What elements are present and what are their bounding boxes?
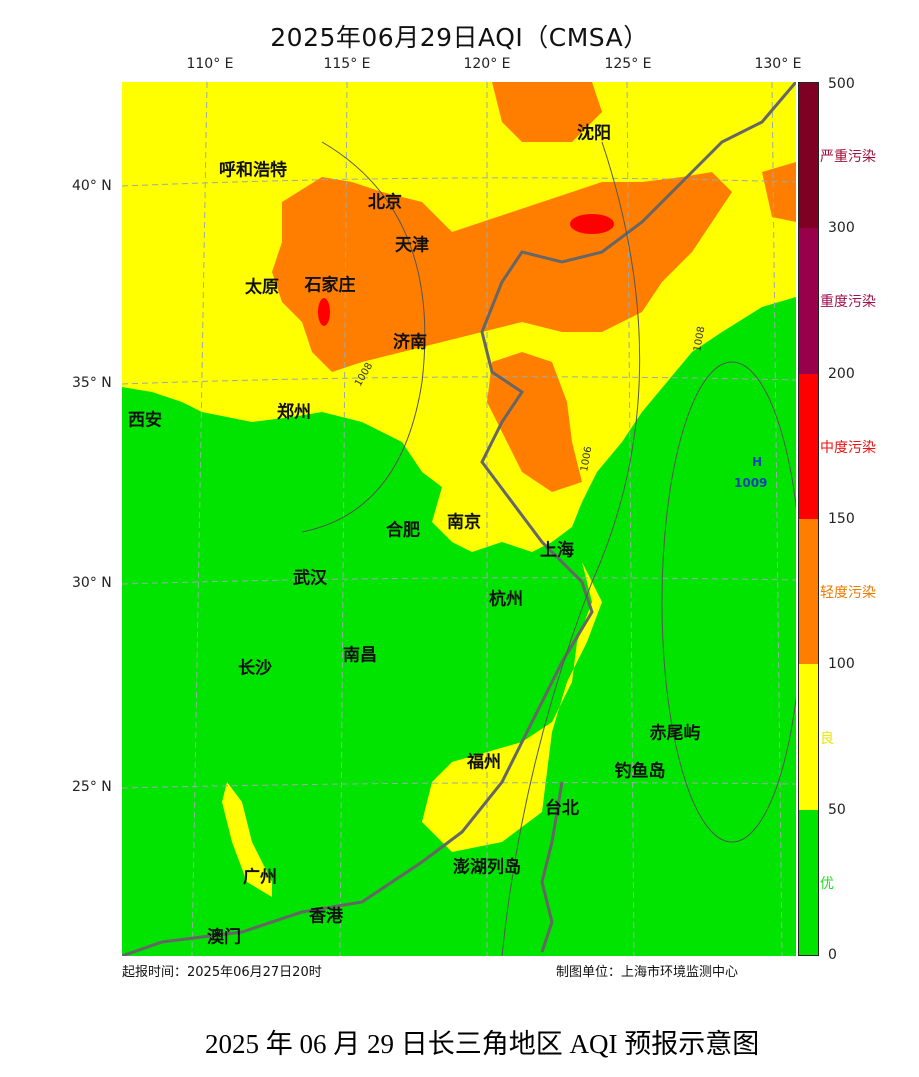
unhealthy-zone (318, 298, 330, 326)
city-label: 武汉 (293, 568, 327, 589)
city-label: 呼和浩特 (219, 160, 287, 181)
aqi-map: H 1009 1008 1006 1008 (122, 82, 796, 956)
colorbar-tick: 50 (828, 802, 846, 818)
isobar-label: 1008 (692, 326, 707, 353)
colorbar-tick: 150 (828, 511, 855, 527)
category-label: 优 (820, 876, 834, 892)
colorbar-tick: 200 (828, 366, 855, 382)
high-pressure-value: 1009 (734, 476, 767, 490)
coastline (122, 82, 796, 956)
city-label: 沈阳 (577, 123, 611, 144)
city-label: 香港 (309, 906, 343, 927)
city-label: 南京 (447, 512, 481, 533)
caption: 2025 年 06 月 29 日长三角地区 AQI 预报示意图 (205, 1029, 760, 1059)
city-label: 石家庄 (304, 275, 356, 296)
moderate-zone-coast (422, 562, 602, 852)
city-label: 北京 (368, 192, 402, 213)
city-label: 广州 (243, 867, 277, 888)
high-pressure-marker: H (752, 455, 762, 469)
lat-label: 40° N (72, 178, 112, 194)
colorbar-tick: 300 (828, 220, 855, 236)
city-label: 澳门 (207, 927, 241, 948)
lon-label: 125° E (604, 56, 652, 72)
producer: 制图单位：上海市环境监测中心 (556, 965, 739, 980)
category-label: 良 (820, 731, 834, 747)
colorbar (798, 82, 819, 956)
city-label: 天津 (395, 235, 429, 256)
category-label: 重度污染 (820, 294, 876, 310)
city-label: 澎湖列岛 (453, 857, 521, 878)
lat-label: 25° N (72, 779, 112, 795)
lat-label: 35° N (72, 375, 112, 391)
map-title: 2025年06月29日AQI（CMSA） (270, 23, 649, 52)
unhealthy-zone (570, 214, 614, 234)
lon-label: 130° E (754, 56, 802, 72)
isobars (301, 141, 796, 956)
graticule (122, 82, 796, 956)
city-label: 长沙 (238, 658, 272, 679)
city-label: 钓鱼岛 (614, 761, 666, 782)
city-label: 上海 (540, 540, 574, 561)
lon-label: 115° E (323, 56, 371, 72)
city-label: 赤尾屿 (649, 723, 701, 744)
moderate-zone-south (222, 782, 272, 897)
city-label: 福州 (467, 752, 501, 773)
unhealthy-sensitive-zone-ne (762, 162, 796, 222)
city-label: 台北 (545, 798, 579, 819)
city-label: 南昌 (343, 645, 377, 666)
colorbar-tick: 500 (828, 76, 855, 92)
colorbar-tick: 0 (828, 947, 837, 963)
city-label: 西安 (128, 410, 162, 431)
colorbar-tick: 100 (828, 656, 855, 672)
city-label: 济南 (393, 332, 427, 353)
category-label: 中度污染 (820, 440, 876, 456)
unhealthy-sensitive-zone-north (492, 82, 602, 142)
city-label: 合肥 (386, 520, 420, 541)
category-label: 轻度污染 (820, 585, 876, 601)
lat-label: 30° N (72, 575, 112, 591)
lon-label: 120° E (463, 56, 511, 72)
isobar-label: 1006 (579, 446, 594, 473)
lon-label: 110° E (186, 56, 234, 72)
issue-time: 起报时间：2025年06月27日20时 (122, 965, 322, 980)
city-label: 杭州 (489, 589, 523, 610)
unhealthy-sensitive-zone (272, 172, 732, 372)
unhealthy-sensitive-zone-east (487, 352, 582, 492)
category-label: 严重污染 (820, 149, 876, 165)
city-label: 太原 (245, 277, 279, 298)
city-label: 郑州 (277, 402, 311, 423)
